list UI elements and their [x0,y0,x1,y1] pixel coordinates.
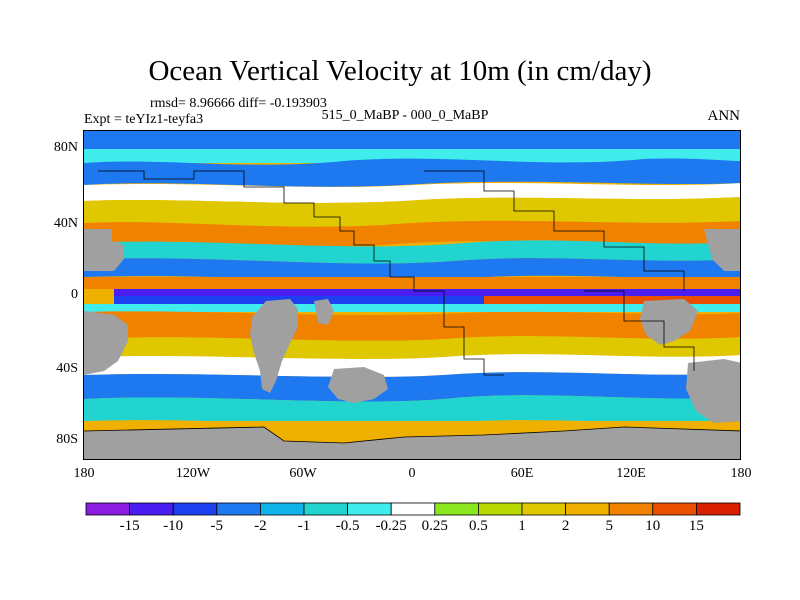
land-antarctica [84,427,740,459]
lon-tick-120w: 120W [175,466,211,481]
coast-outline-antarctica [84,426,740,444]
band-south-blue [84,372,740,402]
band-south-orange [84,311,740,341]
lon-tick-120e: 120E [616,466,646,481]
land-island-south [328,367,388,403]
colorbar-label: 1 [518,518,526,534]
band-eq-cyan [84,304,740,312]
coast-outline-asia-south [584,290,695,371]
colorbar-label: -15 [119,518,140,534]
lat-tick-40n: 40N [53,216,78,231]
colorbar-label: -0.5 [335,518,360,534]
colorbar-label: -2 [254,518,267,534]
map-panel [83,130,741,460]
band-south-yellow [84,336,740,359]
lon-tick-0: 0 [408,466,416,481]
colorbar-swatch [259,502,305,516]
colorbar-swatch [390,502,436,516]
coast-outline-eurasia [424,170,685,291]
colorbar-label: -10 [163,518,184,534]
subtitle: 515_0_MaBP - 000_0_MaBP [321,108,489,123]
band-south-cyan [84,395,740,425]
colorbar-swatch [434,502,479,516]
colorbar-label: 15 [688,518,704,534]
lon-tick-60e: 60E [510,466,534,481]
colorbar-label: 2 [561,518,570,534]
colorbar-label: 0.5 [469,518,488,534]
band-north-yellow [84,197,740,227]
colorbar-label: 10 [645,518,661,534]
colorbar-swatch [129,502,174,516]
map-title: Ocean Vertical Velocity at 10m (in cm/da… [148,55,652,87]
experiment-label: Expt = teYIz1-teyfa3 [84,112,204,127]
colorbar-swatch [216,502,261,516]
lat-tick-0: 0 [71,287,78,302]
band-north-blue [84,158,740,187]
colorbar-label: -5 [210,518,224,534]
stats-text: rmsd= 8.96666 diff= -0.193903 [150,96,327,111]
band-arctic-light [84,149,740,163]
colorbar-label: 5 [605,518,613,534]
band-north-white [84,183,740,203]
lat-tick-40s: 40S [56,361,78,376]
lat-tick-80s: 80S [56,432,78,447]
land-south-america [250,299,298,393]
colorbar-swatch [172,502,218,516]
band-eq-purple [114,289,740,296]
band-north-orange [84,220,740,247]
land-west-south [84,311,128,375]
colorbar-swatch [521,502,566,516]
land-east [704,229,740,271]
band-eq-north-orange [84,277,740,289]
band-eq-blue [114,296,484,304]
colorbar-swatch [477,502,523,516]
colorbar-swatch [347,502,392,516]
band-eq-red [484,296,740,304]
land-southeast [686,359,740,423]
colorbar-swatch [608,502,654,516]
land-island-1 [314,299,334,325]
colorbar-swatch [652,502,697,516]
colorbar-swatch [85,502,130,516]
coast-outline-africa [390,276,504,376]
coast-outline-north-america [98,170,391,277]
colorbar-swatch [696,502,741,516]
land-west [84,229,124,271]
band-south-white [84,354,740,377]
colorbar-label: 0.25 [421,518,448,534]
land-australia [640,299,698,345]
season-label: ANN [707,108,741,124]
colorbar-label: -1 [297,518,311,534]
band-arctic [84,131,740,149]
colorbar [85,502,741,516]
colorbar-swatch [303,502,348,516]
lon-tick-180w: 180 [73,466,95,481]
colorbar-swatch [565,502,610,516]
lat-tick-80n: 80N [53,140,78,155]
band-subtrop-north-blue [84,258,740,281]
velocity-field-map [84,131,740,459]
band-subtrop-north [84,240,740,264]
colorbar-label: -0.25 [375,518,407,534]
lon-tick-60w: 60W [289,466,317,481]
lon-tick-180e: 180 [730,466,752,481]
